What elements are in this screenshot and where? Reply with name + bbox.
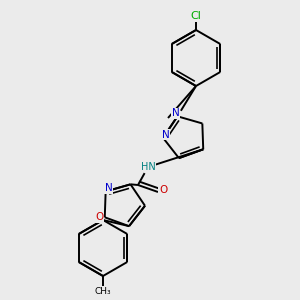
Text: Cl: Cl bbox=[190, 11, 201, 21]
Text: N: N bbox=[162, 130, 170, 140]
Text: N: N bbox=[172, 108, 179, 118]
Text: O: O bbox=[159, 185, 167, 195]
Text: N: N bbox=[105, 184, 112, 194]
Text: CH₃: CH₃ bbox=[95, 286, 111, 296]
Text: HN: HN bbox=[141, 162, 155, 172]
Text: O: O bbox=[96, 212, 104, 222]
